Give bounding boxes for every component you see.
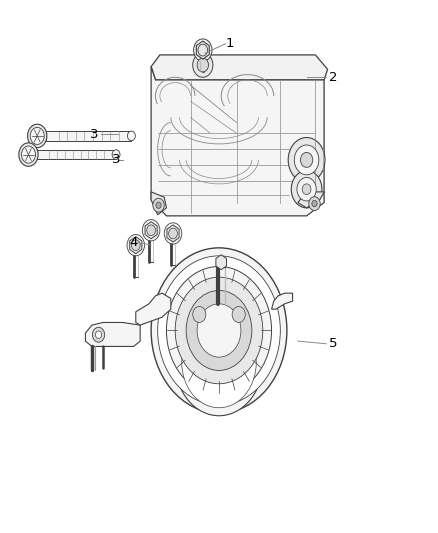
Polygon shape [151,67,324,216]
Polygon shape [151,55,328,80]
Circle shape [28,124,47,148]
Circle shape [182,317,256,408]
Circle shape [291,171,322,208]
Circle shape [127,235,145,256]
Circle shape [300,152,313,167]
Circle shape [151,248,287,413]
Polygon shape [46,131,131,141]
Polygon shape [37,150,116,159]
Circle shape [288,138,325,182]
Text: 4: 4 [129,236,138,249]
Circle shape [112,150,120,159]
Polygon shape [167,225,179,242]
Circle shape [153,198,164,212]
Polygon shape [136,293,171,325]
Text: 3: 3 [112,154,120,166]
Circle shape [175,277,263,384]
Polygon shape [216,255,226,270]
Circle shape [169,228,177,239]
Circle shape [19,143,38,166]
Circle shape [193,306,206,322]
Polygon shape [298,192,324,208]
Circle shape [127,131,135,141]
Circle shape [175,309,263,416]
Circle shape [147,225,155,236]
Polygon shape [145,222,157,239]
Polygon shape [272,293,293,309]
Circle shape [193,53,213,77]
Circle shape [142,220,160,241]
Circle shape [166,266,272,394]
Circle shape [194,39,212,61]
Circle shape [197,304,241,357]
Circle shape [30,127,44,144]
Circle shape [164,223,182,244]
Text: 2: 2 [328,71,337,84]
Circle shape [302,184,311,195]
Circle shape [95,331,102,338]
Circle shape [198,44,208,56]
Circle shape [92,327,105,342]
Circle shape [186,290,252,370]
Circle shape [297,177,316,201]
Circle shape [156,202,161,208]
Circle shape [197,58,208,72]
Circle shape [232,306,245,322]
Text: 5: 5 [328,337,337,350]
Circle shape [309,197,320,211]
Polygon shape [85,322,140,346]
Text: 3: 3 [90,128,99,141]
Circle shape [312,200,317,207]
Circle shape [21,146,35,163]
Polygon shape [196,41,209,59]
Polygon shape [130,237,142,254]
Circle shape [131,240,140,251]
Circle shape [158,256,280,405]
Circle shape [294,145,319,175]
Polygon shape [151,192,166,215]
Text: 1: 1 [226,37,234,50]
